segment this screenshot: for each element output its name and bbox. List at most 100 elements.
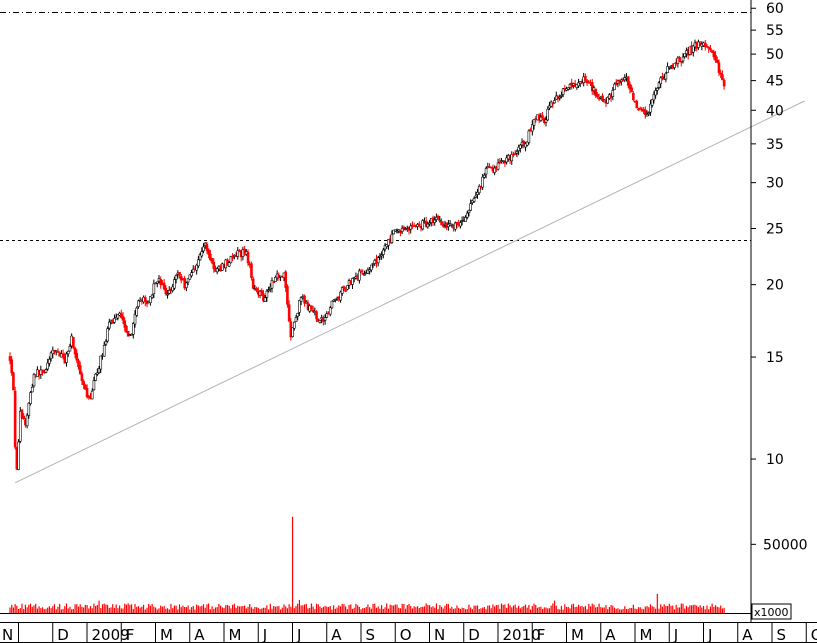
candle — [90, 388, 94, 400]
candle — [436, 214, 440, 220]
horizontal-guide-lines — [0, 12, 751, 241]
candle — [635, 99, 639, 109]
candle — [626, 76, 630, 89]
candle — [477, 184, 481, 195]
candle — [96, 368, 99, 377]
candle — [392, 229, 395, 235]
candle — [13, 386, 17, 450]
candle — [566, 87, 570, 91]
month-label: J — [296, 626, 301, 643]
candle — [657, 80, 661, 90]
candle — [137, 299, 140, 309]
candle — [162, 279, 166, 291]
candle — [645, 110, 649, 117]
candle — [361, 269, 365, 276]
candle — [51, 346, 55, 359]
month-label: A — [742, 626, 753, 643]
candle — [272, 280, 276, 284]
candle — [517, 144, 520, 156]
candle — [72, 336, 75, 350]
candle — [267, 286, 270, 293]
candle — [560, 91, 563, 99]
candle — [190, 269, 193, 278]
candle — [250, 261, 253, 281]
candle — [652, 91, 656, 104]
candle — [209, 249, 212, 262]
candle — [709, 44, 712, 52]
candle — [428, 219, 431, 227]
candle — [467, 209, 471, 217]
candle — [61, 349, 65, 360]
candle — [143, 295, 147, 307]
candle — [262, 290, 265, 303]
candle — [171, 283, 174, 293]
candle — [123, 317, 127, 332]
candle — [447, 219, 450, 231]
candle — [149, 296, 152, 306]
candle — [683, 53, 687, 59]
candle — [383, 242, 387, 252]
candle — [399, 229, 402, 237]
candle — [325, 311, 329, 318]
candle — [712, 49, 716, 60]
candle — [649, 99, 652, 116]
month-label: M — [229, 626, 242, 643]
candle — [539, 113, 543, 123]
candle — [39, 365, 43, 379]
candle — [450, 223, 454, 228]
candle — [246, 249, 250, 267]
candle — [339, 290, 342, 303]
candle — [310, 305, 313, 312]
candle — [703, 39, 707, 51]
candle — [125, 324, 128, 333]
candle — [623, 74, 627, 83]
month-label: J — [707, 626, 712, 643]
candle — [638, 106, 642, 110]
candle — [551, 102, 555, 109]
candle — [358, 268, 361, 284]
candle — [82, 379, 85, 390]
candle — [426, 221, 430, 229]
candle — [315, 310, 318, 323]
price-tick-label: 35 — [766, 137, 784, 153]
candle — [121, 311, 125, 325]
candle — [493, 165, 496, 176]
candle — [359, 268, 363, 274]
candle — [596, 92, 599, 99]
candle — [186, 278, 190, 286]
candle — [328, 305, 332, 317]
candle — [472, 196, 476, 204]
candle — [637, 107, 640, 111]
candle — [632, 91, 635, 102]
candle — [659, 76, 663, 89]
candle — [394, 229, 397, 232]
candle — [644, 106, 647, 119]
candle — [498, 158, 502, 165]
candle — [541, 111, 544, 121]
candle — [287, 300, 291, 323]
candle — [65, 351, 68, 367]
candle — [205, 241, 209, 254]
candle — [469, 199, 472, 212]
candle — [66, 350, 70, 358]
candle — [255, 286, 258, 293]
candlestick-series — [8, 39, 726, 471]
candle — [628, 81, 632, 94]
candle — [650, 98, 654, 108]
candle — [311, 305, 315, 313]
candle — [236, 246, 240, 260]
month-label: J — [262, 626, 267, 643]
candle — [366, 267, 370, 274]
candle — [298, 299, 301, 316]
candle — [56, 348, 60, 353]
candle — [376, 255, 380, 267]
candle — [75, 349, 79, 364]
candle — [464, 215, 467, 222]
candle — [133, 310, 137, 328]
month-label: O — [400, 626, 412, 643]
candle — [710, 49, 714, 53]
trendline-layer — [14, 100, 805, 484]
candle — [678, 55, 681, 63]
candle — [48, 356, 51, 367]
price-tick-label: 60 — [766, 1, 784, 17]
